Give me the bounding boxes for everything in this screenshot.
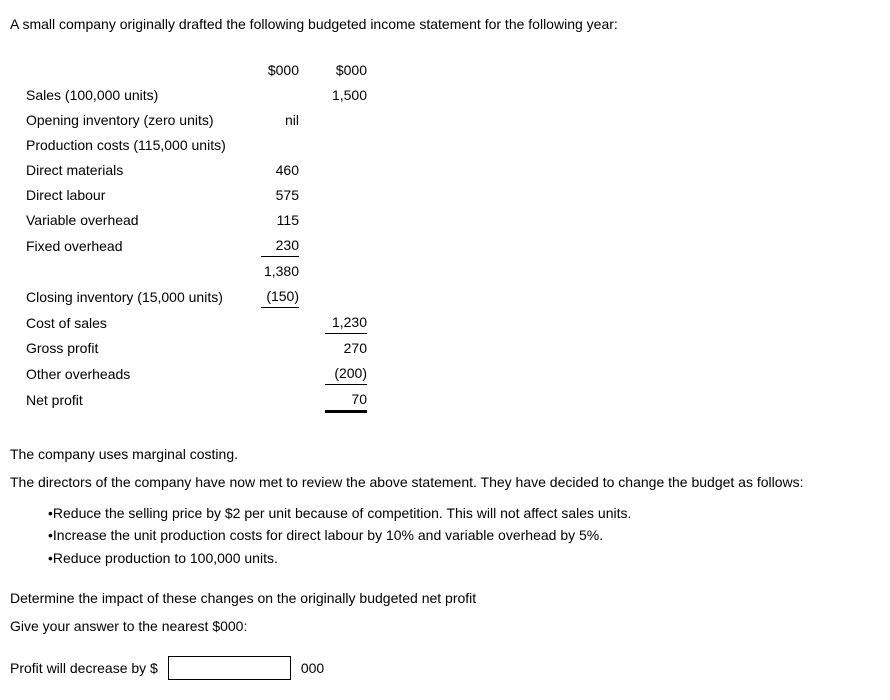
- answer-input[interactable]: [168, 656, 291, 680]
- row-cost-of-sales: Cost of sales 1,230: [22, 310, 371, 336]
- para-determine: Determine the impact of these changes on…: [10, 587, 880, 609]
- fo-label: Fixed overhead: [22, 233, 240, 259]
- header-row: $000 $000: [22, 58, 371, 83]
- row-variable-overhead: Variable overhead 115: [22, 208, 371, 233]
- fo-c1: 230: [261, 235, 299, 257]
- intro-text: A small company originally drafted the f…: [10, 16, 880, 32]
- para-nearest: Give your answer to the nearest $000:: [10, 615, 880, 637]
- row-production-costs: Production costs (115,000 units): [22, 133, 371, 158]
- row-sales: Sales (100,000 units) 1,500: [22, 83, 371, 108]
- row-fixed-overhead: Fixed overhead 230: [22, 233, 371, 259]
- row-gross-profit: Gross profit 270: [22, 336, 371, 361]
- dl-label: Direct labour: [22, 183, 240, 208]
- row-closing-inventory: Closing inventory (15,000 units) (150): [22, 284, 371, 310]
- sales-c1: [240, 83, 303, 108]
- row-subtotal: 1,380: [22, 259, 371, 284]
- row-direct-materials: Direct materials 460: [22, 158, 371, 183]
- bullet-list: •Reduce the selling price by $2 per unit…: [48, 502, 880, 569]
- sales-label: Sales (100,000 units): [22, 83, 240, 108]
- dl-c1: 575: [240, 183, 303, 208]
- answer-label: Profit will decrease by $: [10, 660, 158, 676]
- openinv-c1: nil: [240, 108, 303, 133]
- row-direct-labour: Direct labour 575: [22, 183, 371, 208]
- bullet-2: •Increase the unit production costs for …: [48, 524, 880, 546]
- row-other-overheads: Other overheads (200): [22, 361, 371, 387]
- np-c2: 70: [325, 389, 367, 411]
- cos-label: Cost of sales: [22, 310, 240, 336]
- np-label: Net profit: [22, 387, 240, 413]
- openinv-label: Opening inventory (zero units): [22, 108, 240, 133]
- gp-label: Gross profit: [22, 336, 240, 361]
- dm-c1: 460: [240, 158, 303, 183]
- col1-header: $000: [240, 58, 303, 83]
- dm-label: Direct materials: [22, 158, 240, 183]
- income-statement-table: $000 $000 Sales (100,000 units) 1,500 Op…: [22, 58, 371, 413]
- bullet-1: •Reduce the selling price by $2 per unit…: [48, 502, 880, 524]
- sales-c2: 1,500: [303, 83, 371, 108]
- vo-label: Variable overhead: [22, 208, 240, 233]
- gp-c2: 270: [303, 336, 371, 361]
- cos-c2: 1,230: [325, 312, 367, 334]
- closeinv-c1: (150): [261, 286, 299, 308]
- otheroh-label: Other overheads: [22, 361, 240, 387]
- bullet-3: •Reduce production to 100,000 units.: [48, 547, 880, 569]
- row-net-profit: Net profit 70: [22, 387, 371, 413]
- prodcosts-label: Production costs (115,000 units): [22, 133, 240, 158]
- col2-header: $000: [303, 58, 371, 83]
- vo-c1: 115: [240, 208, 303, 233]
- para-directors: The directors of the company have now me…: [10, 471, 880, 493]
- row-opening-inventory: Opening inventory (zero units) nil: [22, 108, 371, 133]
- closeinv-label: Closing inventory (15,000 units): [22, 284, 240, 310]
- otheroh-c2: (200): [325, 363, 367, 385]
- subtotal-c1: 1,380: [240, 259, 303, 284]
- para-marginal-costing: The company uses marginal costing.: [10, 443, 880, 465]
- answer-suffix: 000: [301, 660, 324, 676]
